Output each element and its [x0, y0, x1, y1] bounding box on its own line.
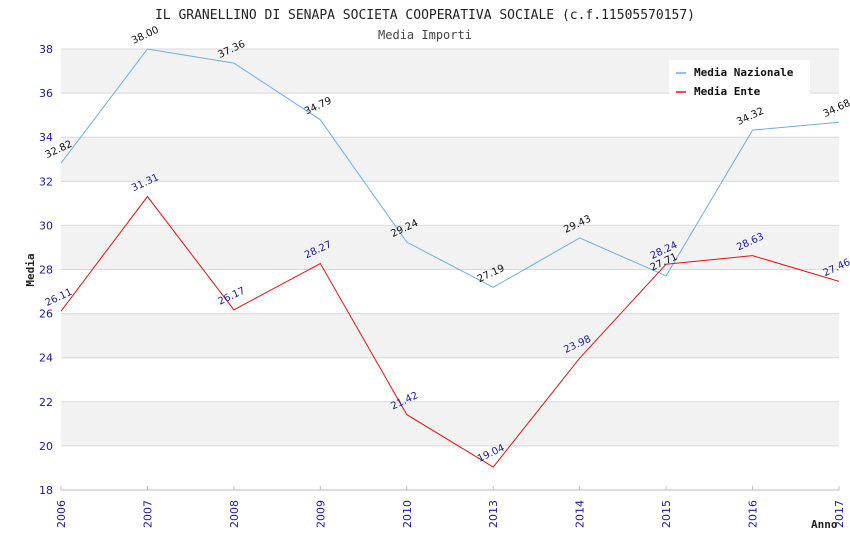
grid-band: [61, 445, 839, 490]
x-tick-label: 2015: [660, 500, 673, 528]
x-tick-label: 2014: [574, 500, 587, 528]
series-line-nazionale: [60, 48, 840, 288]
legend: Media Nazionale Media Ente: [669, 60, 810, 100]
x-tick-label: 2016: [747, 500, 760, 528]
x-tick-label: 2009: [314, 500, 327, 528]
grid-bands: [61, 49, 839, 490]
y-tick-label: 30: [39, 219, 53, 232]
y-tick-label: 18: [39, 484, 53, 497]
y-tick-label: 34: [39, 131, 53, 144]
x-tick-label: 2006: [55, 500, 68, 528]
x-tick-label: 2013: [487, 500, 500, 528]
legend-label-nazionale: Media Nazionale: [694, 66, 794, 79]
grid-band: [61, 401, 839, 446]
y-tick-label: 24: [39, 352, 53, 365]
y-tick-label: 32: [39, 175, 53, 188]
chart-title: IL GRANELLINO DI SENAPA SOCIETA COOPERAT…: [155, 8, 695, 23]
data-label: 38.00: [130, 25, 161, 47]
x-tick-label: 2017: [833, 500, 846, 528]
series-line-ente: [60, 195, 840, 468]
series-group: [60, 48, 840, 468]
y-tick-label: 22: [39, 396, 53, 409]
grid-band: [61, 225, 839, 270]
chart-subtitle: Media Importi: [378, 28, 472, 42]
grid-band: [61, 181, 839, 226]
x-tick-labels: 2006 2007 2008 2009 2010 2013 2014 2015 2016 2017: [55, 500, 846, 528]
x-tick-label: 2008: [228, 500, 241, 528]
y-tick-label: 20: [39, 440, 53, 453]
grid-band: [61, 357, 839, 402]
y-tick-label: 38: [39, 43, 53, 56]
grid-band: [61, 313, 839, 358]
grid-band: [61, 93, 839, 138]
y-axis-label: Media: [24, 253, 37, 286]
x-tick-label: 2010: [401, 500, 414, 528]
grid-band: [61, 269, 839, 314]
legend-box: [669, 60, 810, 100]
grid-band: [61, 137, 839, 182]
y-tick-label: 28: [39, 264, 53, 277]
x-axis-label: Anno: [811, 518, 838, 531]
y-tick-label: 26: [39, 308, 53, 321]
legend-label-ente: Media Ente: [694, 85, 761, 98]
x-tick-label: 2007: [141, 500, 154, 528]
y-tick-labels: 18 20 22 24 26 28 30 32 34 36 38: [39, 43, 53, 497]
y-tick-label: 36: [39, 87, 53, 100]
